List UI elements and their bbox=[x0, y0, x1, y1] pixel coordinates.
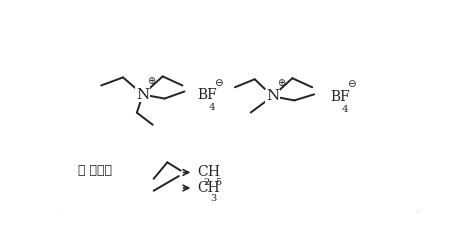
Text: CH: CH bbox=[197, 181, 219, 195]
Text: 3: 3 bbox=[211, 193, 217, 203]
Text: ⊖: ⊖ bbox=[214, 78, 223, 88]
Text: H: H bbox=[207, 165, 219, 179]
Text: ⊕: ⊕ bbox=[277, 78, 285, 88]
Text: 5: 5 bbox=[216, 178, 222, 187]
Text: 윗 그림의: 윗 그림의 bbox=[78, 164, 112, 177]
Text: 4: 4 bbox=[342, 105, 349, 114]
Text: N: N bbox=[266, 89, 279, 103]
Text: BF: BF bbox=[330, 90, 350, 104]
Text: C: C bbox=[197, 165, 207, 179]
Text: ⊕: ⊕ bbox=[147, 76, 155, 86]
Text: 2: 2 bbox=[203, 178, 210, 187]
Text: N: N bbox=[136, 88, 149, 102]
Text: 4: 4 bbox=[209, 103, 215, 112]
FancyBboxPatch shape bbox=[49, 26, 427, 214]
Text: BF: BF bbox=[197, 89, 217, 102]
Text: ⊖: ⊖ bbox=[347, 79, 356, 89]
